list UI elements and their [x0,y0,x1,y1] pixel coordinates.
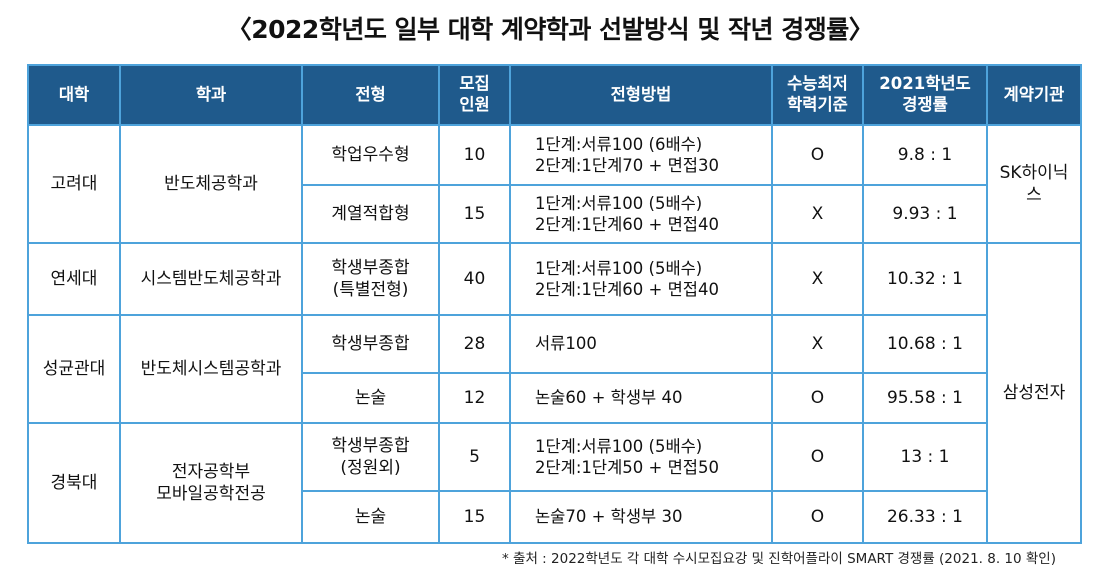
header-csat: 수능최저 학력기준 [771,64,864,126]
cell-university: 고려대 [27,124,121,244]
method-line1: 1단계:서류100 (6배수) [535,134,703,154]
cell-quota: 28 [438,314,511,374]
admission-type-line1: 학업우수형 [331,144,410,165]
cell-csat: O [771,422,864,492]
cell-quota: 15 [438,184,511,244]
method-line1: 1단계:서류100 (5배수) [535,258,703,278]
cell-csat: X [771,184,864,244]
cell-admission-type: 학생부종합 (특별전형) [301,242,440,316]
table-row: 고려대 반도체공학과 학업우수형 10 1단계:서류100 (6배수) 2단계:… [27,124,1082,244]
cell-csat: X [771,314,864,374]
cell-csat: O [771,124,864,186]
method-line1: 논술60 + 학생부 40 [535,388,683,408]
department-line2: 모바일공학전공 [156,484,266,504]
cell-university: 성균관대 [27,314,121,424]
source-note: * 출처 : 2022학년도 각 대학 수시모집요강 및 진학어플라이 SMAR… [502,551,1056,567]
header-quota: 모집 인원 [438,64,511,126]
header-quota-line1: 모집 [459,74,490,94]
method-line2: 2단계:1단계50 + 면접50 [535,458,719,477]
method-line1: 1단계:서류100 (5배수) [535,193,703,213]
cell-method: 1단계:서류100 (6배수) 2단계:1단계70 + 면접30 [509,124,773,186]
admission-type-line1: 계열적합형 [331,203,410,224]
department-line1: 전자공학부 [171,461,251,482]
cell-quota: 12 [438,372,511,424]
method-line2: 2단계:1단계60 + 면접40 [535,215,719,234]
cell-method: 1단계:서류100 (5배수) 2단계:1단계60 + 면접40 [509,242,773,316]
cell-rate: 10.32 : 1 [862,242,988,316]
header-method: 전형방법 [509,64,773,126]
cell-csat: O [771,372,864,424]
header-admission-type: 전형 [301,64,440,126]
method-line1: 논술70 + 학생부 30 [535,507,683,527]
cell-university: 경북대 [27,422,121,544]
method-line2: 2단계:1단계70 + 면접30 [535,156,719,175]
admission-type-line1: 논술 [354,506,387,527]
table-row: 논술 12 논술60 + 학생부 40 O 95.58 : 1 [28,372,1081,424]
cell-company: 삼성전자 [986,242,1082,544]
cell-csat: O [771,490,864,544]
header-rate-line2: 경쟁률 [902,95,948,114]
cell-company: SK하이닉스 [986,124,1082,244]
cell-department: 시스템반도체공학과 [119,242,303,316]
table-row: 계열적합형 15 1단계:서류100 (5배수) 2단계:1단계60 + 면접4… [28,184,1081,244]
cell-admission-type: 학생부종합 [301,314,440,374]
header-quota-line2: 인원 [459,95,490,114]
header-row: 대학 학과 전형 모집 인원 전형방법 수능최저 학력기준 2021학년도 경쟁… [27,64,1082,126]
cell-quota: 15 [438,490,511,544]
method-line2: 2단계:1단계60 + 면접40 [535,280,719,299]
table-row: 성균관대 반도체시스템공학과 학생부종합 28 서류100 X 10.68 : … [27,314,1081,424]
admission-type-line2: (정원외) [340,458,401,478]
cell-rate: 26.33 : 1 [862,490,988,544]
cell-quota: 40 [438,242,511,316]
header-department: 학과 [119,64,303,126]
table-row: 논술 15 논술70 + 학생부 30 O 26.33 : 1 [28,490,1081,544]
cell-rate: 13 : 1 [862,422,988,492]
admission-type-line1: 학생부종합 [331,257,410,278]
header-company: 계약기관 [986,64,1082,126]
method-line1: 1단계:서류100 (5배수) [535,436,703,456]
cell-department: 전자공학부 모바일공학전공 [119,422,303,544]
cell-method: 논술70 + 학생부 30 [509,490,773,544]
cell-rate: 9.8 : 1 [862,124,988,186]
header-csat-line2: 학력기준 [787,95,848,114]
cell-admission-type: 논술 [301,372,440,424]
method-line1: 서류100 [535,334,597,354]
cell-csat: X [771,242,864,316]
cell-method: 서류100 [509,314,773,374]
header-university: 대학 [27,64,121,126]
cell-rate: 95.58 : 1 [862,372,988,424]
table-row: 경북대 전자공학부 모바일공학전공 학생부종합 (정원외) 5 1단계:서류10… [27,422,1081,544]
admission-type-line2: (특별전형) [332,280,409,300]
cell-method: 1단계:서류100 (5배수) 2단계:1단계50 + 면접50 [509,422,773,492]
cell-admission-type: 계열적합형 [301,184,440,244]
cell-rate: 10.68 : 1 [862,314,988,374]
cell-method: 1단계:서류100 (5배수) 2단계:1단계60 + 면접40 [509,184,773,244]
page-title: 〈2022학년도 일부 대학 계약학과 선발방식 및 작년 경쟁률〉 [226,15,874,44]
cell-quota: 10 [438,124,511,186]
table-row: 연세대 시스템반도체공학과 학생부종합 (특별전형) 40 1단계:서류100 … [27,242,1082,544]
admission-type-line1: 학생부종합 [331,333,410,354]
cell-rate: 9.93 : 1 [862,184,988,244]
header-rate-line1: 2021학년도 [879,74,971,94]
cell-admission-type: 논술 [301,490,440,544]
cell-method: 논술60 + 학생부 40 [509,372,773,424]
header-csat-line1: 수능최저 [787,74,848,94]
cell-admission-type: 학생부종합 (정원외) [301,422,440,492]
cell-department: 반도체공학과 [119,124,303,244]
cell-admission-type: 학업우수형 [301,124,440,186]
admission-type-line1: 학생부종합 [331,435,410,456]
admission-type-line1: 논술 [354,387,387,408]
header-rate: 2021학년도 경쟁률 [862,64,988,126]
cell-university: 연세대 [27,242,121,316]
cell-department: 반도체시스템공학과 [119,314,303,424]
cell-quota: 5 [438,422,511,492]
admission-table: 대학 학과 전형 모집 인원 전형방법 수능최저 학력기준 2021학년도 경쟁… [27,64,1082,544]
